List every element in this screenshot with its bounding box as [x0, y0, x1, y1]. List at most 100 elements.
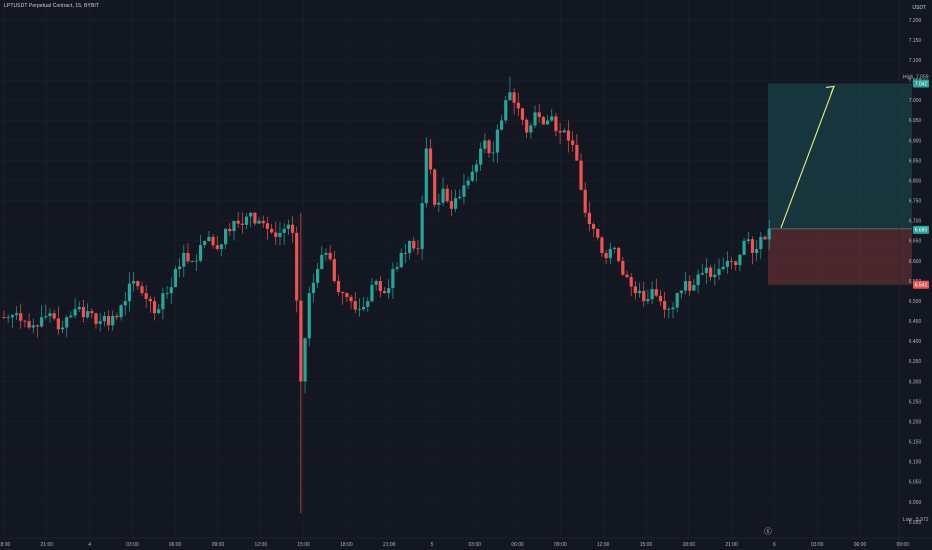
candle-body	[60, 327, 65, 330]
time-tick-label: 21:00	[41, 542, 54, 548]
candle-body	[148, 298, 152, 302]
price-tick-label: 6.950	[909, 118, 922, 124]
candle-body	[236, 220, 240, 224]
candle-body	[336, 281, 341, 292]
candle-body	[591, 224, 596, 229]
candle-body	[127, 283, 132, 302]
candle-body	[23, 320, 27, 322]
candle-body	[512, 92, 516, 103]
time-scale[interactable]: 18:00 21:00 4 03:00 06:00 09:00 12:00 15:00 18:0…	[0, 527, 909, 549]
time-tick-label: 12:00	[255, 542, 268, 548]
price-scale[interactable]: 7.2007.1507.1007.0507.0006.9506.9006.850…	[909, 18, 922, 526]
candle-body	[671, 307, 675, 310]
candle-body	[533, 112, 537, 126]
candle-body	[274, 232, 278, 237]
candle-body	[31, 325, 35, 328]
candle-body	[470, 171, 474, 181]
symbol-title[interactable]: LPTUSDT Perpetual Contract, 15, BYBIT	[4, 3, 100, 9]
candle-body	[566, 130, 571, 141]
price-tick-label: 6.350	[909, 359, 922, 365]
candle-body	[382, 291, 387, 294]
high-value: 7.059	[916, 74, 929, 80]
candle-body	[683, 281, 688, 291]
candle-body	[667, 309, 671, 310]
candle-body	[136, 281, 140, 287]
session-break-marker[interactable]	[764, 527, 772, 535]
target-arrow-head[interactable]	[825, 85, 835, 94]
candle-body	[207, 236, 211, 242]
candle-body	[412, 240, 416, 249]
candle-body	[282, 228, 286, 233]
candle-body	[709, 267, 713, 278]
candle-body	[491, 152, 495, 154]
candle-body	[746, 239, 750, 241]
position-zones[interactable]	[768, 83, 912, 285]
currency-label[interactable]: USDT	[912, 5, 926, 11]
candle-body	[575, 144, 579, 161]
candle-body	[40, 317, 44, 327]
candle-body	[253, 212, 257, 224]
candle-body	[750, 239, 755, 253]
price-tick-label: 6.000	[909, 500, 922, 506]
candle-body	[391, 269, 395, 289]
candle-body	[203, 241, 207, 245]
candle-body	[157, 309, 161, 314]
candle-body	[194, 260, 198, 262]
candle-body	[211, 236, 215, 246]
candle-body	[370, 284, 374, 302]
candle-body	[140, 286, 144, 294]
stop-zone[interactable]	[768, 228, 912, 285]
time-tick-label: 18:00	[340, 542, 353, 548]
candle-body	[102, 315, 106, 322]
price-tick-label: 6.450	[909, 319, 922, 325]
candle-body	[353, 301, 357, 310]
candle-body	[366, 301, 370, 307]
candle-body	[663, 301, 667, 310]
candle-body	[717, 269, 721, 275]
candle-body	[558, 131, 562, 133]
candle-body	[123, 301, 127, 306]
time-tick-label: 6	[773, 542, 776, 548]
candle-body	[579, 160, 583, 190]
low-value: 5.972	[916, 517, 929, 523]
price-tick-label: 6.600	[909, 259, 922, 265]
candle-body	[52, 313, 56, 319]
candle-body	[600, 237, 604, 253]
candle-body	[713, 274, 717, 278]
candle-body	[637, 290, 642, 294]
profit-zone[interactable]	[768, 83, 912, 229]
candle-body	[232, 220, 236, 232]
candle-body	[453, 198, 458, 209]
candle-body	[554, 116, 558, 132]
candle-body	[257, 220, 261, 224]
overlay	[780, 85, 835, 229]
candle-body	[240, 223, 244, 225]
candle-body	[357, 309, 362, 310]
candle-body	[10, 315, 14, 318]
candle-body	[416, 248, 420, 250]
candle-body	[228, 228, 232, 232]
candle-body	[132, 281, 136, 284]
price-tick-label: 6.850	[909, 158, 922, 164]
candle-body	[332, 259, 336, 282]
candle-body	[341, 291, 345, 294]
stop-price-tag	[913, 280, 929, 289]
candle-body	[44, 316, 48, 318]
candle-body	[759, 236, 763, 250]
target-arrow-line[interactable]	[780, 86, 835, 229]
candle-body	[407, 240, 412, 253]
candle-body	[320, 254, 324, 270]
candle-body	[437, 202, 441, 205]
candle-body	[692, 285, 696, 291]
candle-body	[395, 267, 399, 270]
time-tick-label: 06:00	[169, 542, 182, 548]
candle-body	[721, 266, 725, 270]
candle-body	[90, 311, 94, 314]
candle-body	[6, 317, 10, 319]
candle-body	[307, 293, 311, 339]
candle-body	[646, 299, 650, 302]
price-tick-label: 5.950	[909, 520, 922, 526]
candle-body	[265, 223, 270, 229]
candle-body	[161, 293, 165, 310]
